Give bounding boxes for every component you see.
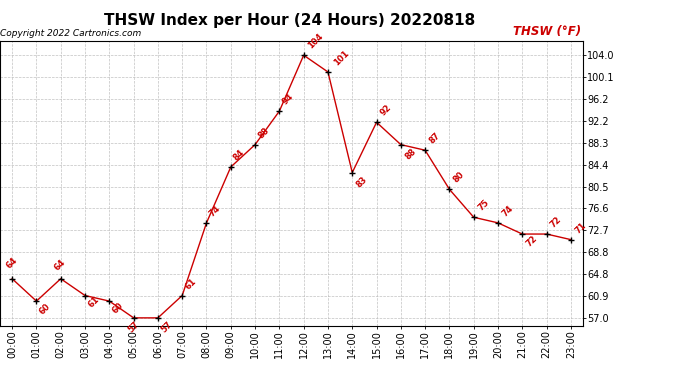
Text: 72: 72 — [525, 233, 540, 248]
Text: 80: 80 — [452, 170, 466, 185]
Text: 101: 101 — [332, 49, 351, 68]
Text: 61: 61 — [86, 295, 101, 309]
Text: Copyright 2022 Cartronics.com: Copyright 2022 Cartronics.com — [0, 29, 141, 38]
Text: 64: 64 — [52, 257, 67, 272]
Text: THSW (°F): THSW (°F) — [513, 26, 581, 38]
Text: 57: 57 — [126, 320, 141, 334]
Text: 87: 87 — [428, 131, 442, 146]
Text: THSW Index per Hour (24 Hours) 20220818: THSW Index per Hour (24 Hours) 20220818 — [104, 13, 475, 28]
Text: 61: 61 — [184, 276, 198, 291]
Text: 60: 60 — [110, 300, 125, 315]
Text: 94: 94 — [281, 92, 295, 106]
Text: 75: 75 — [476, 198, 491, 213]
Text: 92: 92 — [379, 103, 393, 118]
Text: 57: 57 — [159, 320, 174, 334]
Text: 84: 84 — [232, 148, 246, 162]
Text: 104: 104 — [306, 32, 325, 51]
Text: 72: 72 — [549, 215, 564, 229]
Text: 74: 74 — [500, 204, 515, 218]
Text: 88: 88 — [256, 126, 270, 140]
Text: 64: 64 — [5, 256, 19, 270]
Text: 83: 83 — [355, 175, 369, 189]
Text: 88: 88 — [403, 147, 417, 161]
Text: 71: 71 — [573, 220, 588, 235]
Text: 74: 74 — [208, 204, 222, 218]
Text: 60: 60 — [38, 302, 52, 317]
